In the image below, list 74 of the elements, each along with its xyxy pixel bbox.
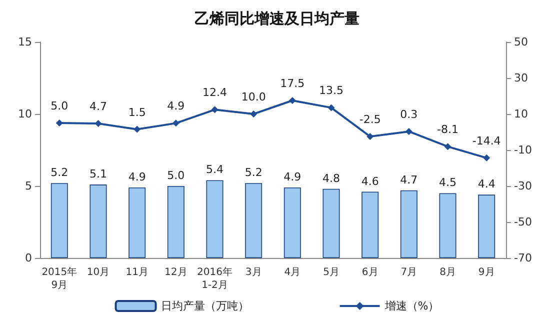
point: [366, 133, 374, 140]
y-tick-label: 10: [18, 108, 32, 120]
bar: [206, 180, 224, 258]
x-tick-label: 8月: [440, 267, 456, 278]
data-label: 4.9: [284, 170, 302, 184]
x-tick-label: 5月: [323, 267, 340, 278]
bar: [50, 183, 68, 258]
data-label: 4.9: [128, 170, 146, 184]
y-tick-label: 15: [18, 36, 32, 48]
y2-tick-label: -70: [514, 252, 532, 264]
y2-tick-label: -10: [514, 144, 532, 156]
y2-tick-label: 10: [514, 108, 528, 120]
data-label: 17.5: [280, 77, 305, 90]
y2-tick-label: 30: [514, 72, 528, 84]
legend-label: 增速（%）: [384, 300, 440, 312]
point: [172, 120, 180, 127]
point: [250, 110, 258, 118]
data-label: 5.1: [90, 168, 107, 181]
data-label: 4.5: [439, 176, 456, 190]
y-tick-label: 5: [25, 180, 32, 192]
point: [328, 104, 335, 112]
bar: [478, 194, 496, 258]
bar: [245, 183, 262, 258]
bar: [400, 190, 418, 258]
bar: [128, 187, 146, 258]
data-label: -8.1: [437, 123, 458, 136]
data-label: 12.4: [202, 86, 227, 100]
x-tick-label: 7月: [400, 267, 418, 278]
x-tick-label: 2015年 9月: [42, 266, 78, 291]
bar: [362, 192, 379, 258]
legend-label: 日均产量（万吨）: [160, 300, 249, 312]
point: [444, 143, 452, 150]
point: [56, 120, 63, 126]
y2-tick-label: 50: [514, 36, 528, 48]
y2-tick-label: -50: [514, 216, 532, 228]
data-label: 4.9: [167, 100, 185, 113]
data-label: 0.3: [400, 108, 418, 121]
y2-tick-label: -30: [514, 180, 532, 192]
x-tick-label: 10月: [86, 267, 110, 278]
bar: [439, 193, 456, 258]
data-label: 4.8: [322, 172, 340, 185]
data-label: 4.7: [90, 100, 107, 114]
x-tick-label: 12月: [164, 267, 188, 278]
x-tick-label: 11月: [126, 267, 148, 278]
data-label: 1.5: [128, 106, 146, 119]
data-label: -2.5: [359, 113, 381, 126]
data-label: 5.4: [206, 163, 224, 176]
bar: [322, 188, 340, 258]
point: [405, 128, 412, 135]
data-label: 13.5: [319, 84, 344, 98]
data-label: 5.0: [167, 169, 185, 182]
point: [483, 154, 490, 162]
data-label: 5.2: [244, 166, 262, 180]
data-label: 5.2: [50, 166, 68, 180]
bar: [284, 187, 301, 258]
x-tick-label: 4月: [284, 267, 301, 278]
data-label: 4.6: [361, 174, 379, 188]
data-label: 5.0: [50, 100, 68, 112]
chart-title: 乙烯同比增速及日均产量: [194, 10, 360, 28]
point: [211, 106, 218, 114]
point: [94, 120, 102, 128]
bar: [167, 186, 184, 258]
data-label: -14.4: [472, 134, 501, 148]
y-tick-label: 0: [25, 252, 32, 264]
data-label: 4.4: [478, 178, 496, 191]
bar: [90, 184, 107, 258]
data-label: 4.7: [400, 173, 418, 186]
point: [134, 126, 141, 133]
x-tick-label: 9月: [478, 267, 495, 278]
x-tick-label: 2016年 1-2月: [197, 266, 232, 291]
x-tick-label: 3月: [245, 267, 262, 278]
x-tick-label: 6月: [362, 267, 378, 278]
data-label: 10.0: [241, 90, 266, 104]
point: [288, 97, 296, 104]
